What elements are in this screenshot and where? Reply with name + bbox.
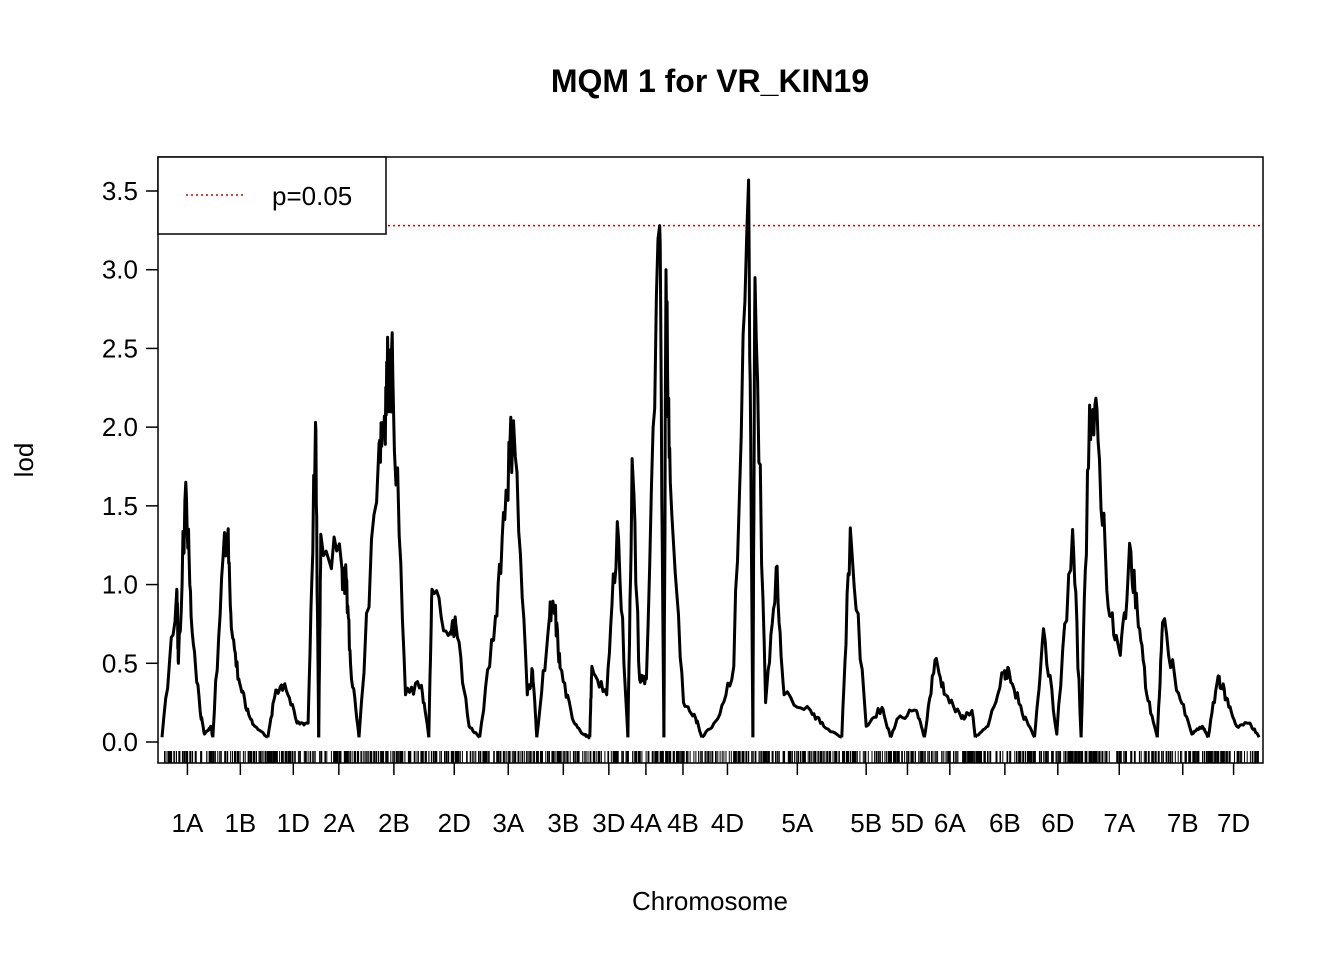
- chromosome-label: 7D: [1217, 808, 1250, 838]
- chromosome-label: 7B: [1167, 808, 1199, 838]
- plot-frame: [157, 156, 1264, 764]
- marker-rug: [164, 751, 1259, 763]
- chromosome-label: 3D: [592, 808, 625, 838]
- lod-line-4D: [700, 178, 755, 739]
- chromosome-label: 6A: [934, 808, 966, 838]
- x-axis-label: Chromosome: [632, 886, 788, 916]
- lod-line-6B: [973, 665, 1036, 739]
- lod-line-4A: [626, 224, 666, 738]
- lod-line-7D: [1206, 674, 1261, 738]
- lod-line-5B: [840, 526, 892, 738]
- chromosome-label: 1D: [277, 808, 310, 838]
- y-tick-label: 3.0: [102, 255, 138, 285]
- legend-threshold-label: p=0.05: [272, 181, 352, 211]
- lod-line-3D: [588, 520, 630, 738]
- chromosome-label: 5A: [781, 808, 813, 838]
- chromosome-label: 7A: [1103, 808, 1135, 838]
- lod-line-7A: [1079, 396, 1159, 738]
- lod-line-2A: [317, 532, 361, 738]
- y-tick-label: 2.5: [102, 333, 138, 363]
- lod-line-5A: [751, 276, 843, 739]
- lod-line-4B: [662, 268, 704, 738]
- lod-line-1A: [160, 480, 215, 738]
- chromosome-label: 3A: [492, 808, 524, 838]
- lod-line-3A: [478, 415, 539, 738]
- x-axis: 1A 1B 1D 2A 2B 2D 3A 3B 3D 4A 4B 4D 5A 5B 5D 6A 6B 6D 7A 7B…: [172, 763, 1250, 838]
- y-tick-label: 0.0: [102, 727, 138, 757]
- lod-line-2D: [427, 587, 481, 739]
- legend: p=0.05: [157, 156, 387, 235]
- y-axis: 0.0 0.5 1.0 1.5 2.0 2.5 3.0 3.5: [102, 176, 158, 757]
- chromosome-label: 4B: [667, 808, 699, 838]
- chromosome-label: 5B: [850, 808, 882, 838]
- chromosome-label: 5D: [891, 808, 924, 838]
- chromosome-label: 2D: [438, 808, 471, 838]
- lod-line-5D: [889, 708, 926, 739]
- chromosome-label: 1A: [172, 808, 204, 838]
- chromosome-label: 6D: [1041, 808, 1074, 838]
- lod-line-6D: [1033, 528, 1083, 738]
- y-tick-label: 2.0: [102, 412, 138, 442]
- y-tick-label: 3.5: [102, 176, 138, 206]
- lod-line-6A: [922, 656, 977, 738]
- y-tick-label: 1.0: [102, 570, 138, 600]
- y-tick-label: 0.5: [102, 648, 138, 678]
- chromosome-label: 6B: [989, 808, 1021, 838]
- chromosome-label: 3B: [547, 808, 579, 838]
- y-tick-label: 1.5: [102, 491, 138, 521]
- lod-series: [160, 178, 1261, 740]
- marker-ticks: [164, 751, 1259, 763]
- lod-line-1B: [211, 527, 269, 739]
- lod-line-1D: [266, 420, 321, 738]
- lod-line-7B: [1155, 617, 1210, 739]
- lod-line-2B: [357, 331, 431, 738]
- chromosome-label: 2B: [378, 808, 410, 838]
- chromosome-label: 4A: [630, 808, 662, 838]
- chromosome-label: 4D: [711, 808, 744, 838]
- chromosome-label: 2A: [323, 808, 355, 838]
- lod-line-3B: [535, 599, 591, 740]
- chart-title: MQM 1 for VR_KIN19: [551, 63, 869, 99]
- y-axis-label: lod: [9, 443, 39, 478]
- chromosome-label: 1B: [224, 808, 256, 838]
